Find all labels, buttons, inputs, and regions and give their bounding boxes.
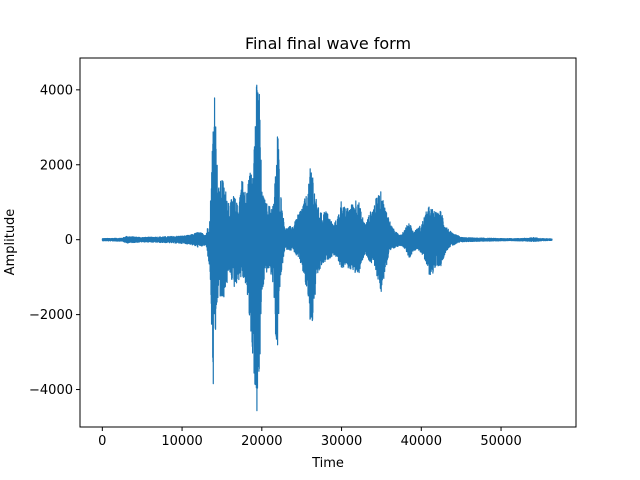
- x-tick-label: 50000: [480, 434, 521, 449]
- x-tick-label: 20000: [241, 434, 282, 449]
- waveform-series-line: [101, 84, 553, 412]
- x-tick-label: 40000: [401, 434, 442, 449]
- y-axis-label: Amplitude: [3, 209, 18, 276]
- x-tick-label: 30000: [321, 434, 362, 449]
- plot-area: [101, 84, 553, 412]
- x-tick-label: 0: [98, 434, 106, 449]
- x-axis-label: Time: [311, 456, 344, 471]
- plot-frame: [79, 57, 577, 428]
- chart-title: Final final wave form: [245, 34, 411, 53]
- x-axis-ticks: 0 10000 20000 30000 40000 50000: [98, 427, 522, 449]
- y-axis-ticks: −4000 −2000 0 2000 4000: [29, 83, 80, 398]
- y-tick-label: 0: [65, 233, 73, 248]
- y-tick-label: −4000: [29, 383, 73, 398]
- y-tick-label: 4000: [40, 83, 73, 98]
- y-tick-label: 2000: [40, 158, 73, 173]
- x-tick-label: 10000: [161, 434, 202, 449]
- y-tick-label: −2000: [29, 308, 73, 323]
